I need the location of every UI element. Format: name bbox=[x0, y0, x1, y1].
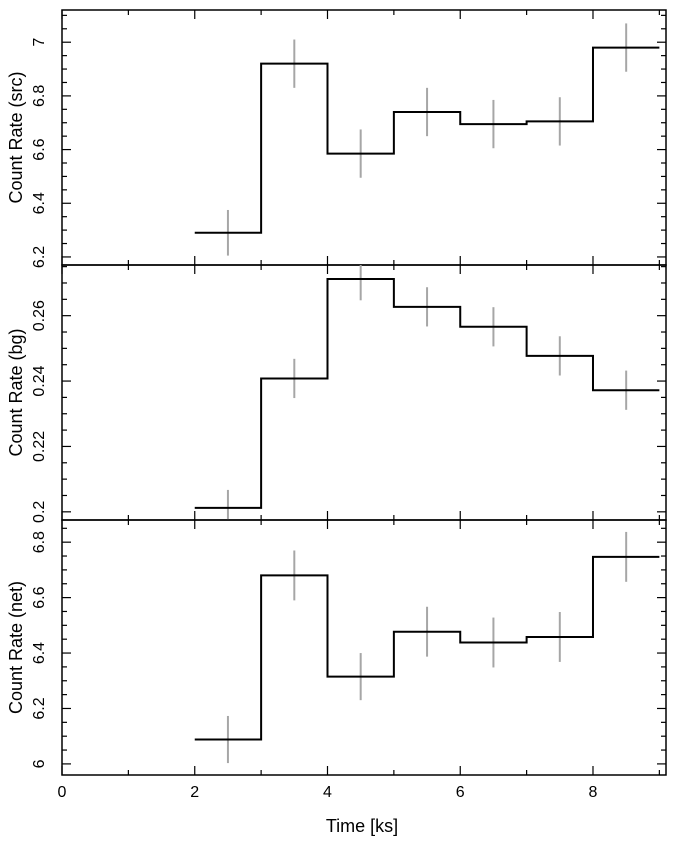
panel-2-y-tick-label: 0.2 bbox=[31, 501, 48, 523]
panel-3-y-tick-label: 6.2 bbox=[31, 697, 48, 719]
panel-2-y-tick-label: 0.26 bbox=[31, 300, 48, 331]
panel-3-y-axis-label: Count Rate (net) bbox=[6, 581, 26, 714]
panel-1-y-tick-label: 6.6 bbox=[31, 138, 48, 160]
panel-2-y-tick-label: 0.24 bbox=[31, 365, 48, 396]
panel-1-y-tick-label: 6.4 bbox=[31, 192, 48, 214]
panel-1-y-tick-label: 6.2 bbox=[31, 246, 48, 268]
x-tick-label: 4 bbox=[323, 784, 332, 801]
panel-1-y-tick-label: 7 bbox=[31, 38, 48, 47]
panel-3-y-tick-label: 6.8 bbox=[31, 531, 48, 553]
panel-1-y-tick-label: 6.8 bbox=[31, 85, 48, 107]
panel-1-step-line bbox=[194, 46, 660, 234]
panel-1-y-axis-label: Count Rate (src) bbox=[6, 71, 26, 203]
panel-2: 0.2 0.22 0.24 0.26 Count Rate (bg) bbox=[6, 264, 667, 523]
panel-2-step-line bbox=[194, 278, 660, 509]
x-tick-label: 0 bbox=[58, 784, 67, 801]
panel-3-y-tick-label: 6.4 bbox=[31, 642, 48, 664]
panel-1-frame bbox=[61, 9, 667, 266]
panel-2-y-axis-label: Count Rate (bg) bbox=[6, 328, 26, 456]
panel-1: 6.2 6.4 6.6 6.8 7 Count Rate (src) bbox=[6, 9, 667, 268]
panels: 6.2 6.4 6.6 6.8 7 Count Rate (src) 0.2 0.22 0.24… bbox=[6, 9, 667, 776]
panel-3-y-tick-label: 6.6 bbox=[31, 586, 48, 608]
x-tick-label: 2 bbox=[190, 784, 199, 801]
panel-3: 6 6.2 6.4 6.6 6.8 Count Rate (net) bbox=[6, 519, 667, 776]
x-tick-label: 8 bbox=[589, 784, 598, 801]
x-axis: 0 2 4 6 8 bbox=[58, 784, 598, 801]
panel-3-y-tick-label: 6 bbox=[31, 759, 48, 768]
panel-3-frame bbox=[61, 519, 667, 776]
x-axis-label: Time [ks] bbox=[326, 816, 398, 836]
panel-3-step-line bbox=[194, 555, 660, 741]
panel-2-frame bbox=[61, 264, 667, 521]
x-tick-label: 6 bbox=[456, 784, 465, 801]
panel-2-y-tick-label: 0.22 bbox=[31, 431, 48, 462]
